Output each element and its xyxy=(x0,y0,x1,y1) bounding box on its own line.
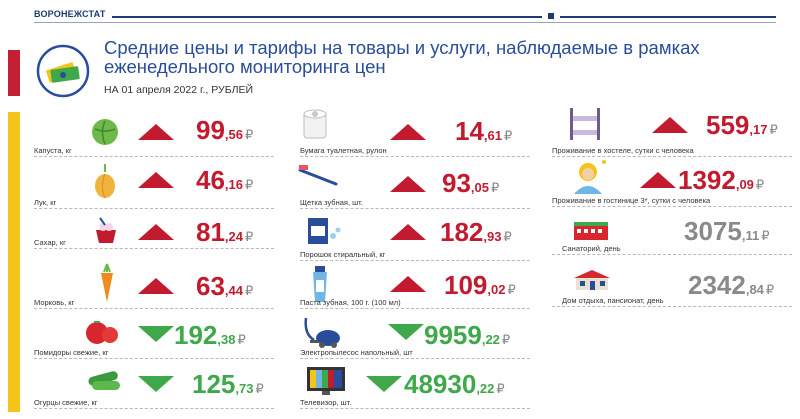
price-value: 48930,22 ₽ xyxy=(404,369,505,399)
item-label: Щетка зубная, шт. xyxy=(300,198,363,207)
carrot-icon xyxy=(101,263,113,302)
price-value: 9959,22 ₽ xyxy=(424,320,511,350)
row-divider xyxy=(34,156,274,157)
item-label: Лук, кг xyxy=(34,198,57,207)
item-label: Проживание в хостеле, сутки с человека xyxy=(552,146,694,155)
onion-icon xyxy=(95,164,115,199)
price-value: 3075,11 ₽ xyxy=(684,216,770,246)
row-divider xyxy=(34,248,274,249)
tv-icon xyxy=(307,367,345,395)
cabbage-icon xyxy=(92,119,118,145)
item-label: Санаторий, день xyxy=(562,244,621,253)
resort-icon xyxy=(574,270,610,290)
trend-up-icon xyxy=(640,172,676,188)
page-subtitle: НА 01 апреля 2022 г., РУБЛЕЙ xyxy=(104,84,254,96)
row-divider xyxy=(34,308,274,309)
sanatorium-icon xyxy=(574,222,608,240)
toothbrush-icon xyxy=(298,165,338,186)
item-label: Телевизор, шт. xyxy=(300,398,352,407)
trend-down-icon xyxy=(138,326,174,342)
header-rule-right xyxy=(560,16,776,18)
toothpaste-icon xyxy=(313,266,327,302)
price-value: 182,93 ₽ xyxy=(440,217,512,247)
row-divider xyxy=(552,206,792,207)
trend-up-icon xyxy=(138,172,174,188)
price-value: 81,24 ₽ xyxy=(196,217,254,247)
row-divider xyxy=(552,156,792,157)
washing-powder-icon xyxy=(308,218,341,244)
item-label: Огурцы свежие, кг xyxy=(34,398,98,407)
row-divider xyxy=(300,156,530,157)
price-value: 46,16 ₽ xyxy=(196,165,254,195)
trend-up-icon xyxy=(390,176,426,192)
item-label: Порошок стиральный, кг xyxy=(300,250,386,259)
vacuum-icon xyxy=(304,317,340,348)
price-value: 99,56 ₽ xyxy=(196,115,254,145)
trend-up-icon xyxy=(390,124,426,140)
row-divider xyxy=(34,208,274,209)
trend-up-icon xyxy=(138,224,174,240)
hotel-guest-icon xyxy=(574,160,606,194)
row-divider xyxy=(300,408,530,409)
price-value: 192,38 ₽ xyxy=(174,320,246,350)
bunk-bed-icon xyxy=(570,108,600,140)
item-label: Сахар, кг xyxy=(34,238,66,247)
trend-down-icon xyxy=(366,376,402,392)
accent-bar-yellow xyxy=(8,112,20,412)
item-label: Морковь, кг xyxy=(34,298,75,307)
price-value: 14,61 ₽ xyxy=(455,116,513,146)
row-divider xyxy=(34,408,274,409)
row-divider xyxy=(552,306,792,307)
trend-down-icon xyxy=(138,376,174,392)
header-rule-marker xyxy=(548,13,554,19)
tomato-icon xyxy=(86,321,118,344)
trend-up-icon xyxy=(138,124,174,140)
row-divider xyxy=(300,208,530,209)
row-divider xyxy=(300,358,530,359)
item-label: Помидоры свежие, кг xyxy=(34,348,109,357)
item-label: Электропылесос напольный, шт xyxy=(300,348,413,357)
item-label: Бумага туалетная, рулон xyxy=(300,146,387,155)
price-value: 93,05 ₽ xyxy=(442,168,500,198)
row-divider xyxy=(300,260,530,261)
money-logo-icon xyxy=(36,44,90,98)
price-value: 559,17 ₽ xyxy=(706,110,778,140)
item-label: Дом отдыха, пансионат, день xyxy=(562,296,664,305)
price-value: 109,02 ₽ xyxy=(444,270,516,300)
page-title: Средние цены и тарифы на товары и услуги… xyxy=(104,37,700,77)
price-value: 125,73 ₽ xyxy=(192,369,264,399)
price-value: 2342,84 ₽ xyxy=(688,270,775,300)
cucumber-icon xyxy=(88,371,120,390)
row-divider xyxy=(300,308,530,309)
row-divider xyxy=(34,358,274,359)
price-value: 63,44 ₽ xyxy=(196,271,254,301)
trend-up-icon xyxy=(390,276,426,292)
trend-down-icon xyxy=(388,324,424,340)
sugar-icon xyxy=(96,217,116,243)
toilet-paper-icon xyxy=(303,109,327,139)
trend-up-icon xyxy=(390,224,426,240)
accent-bar-red xyxy=(8,50,20,96)
item-label: Проживание в гостинице 3*, сутки с челов… xyxy=(552,196,711,205)
trend-up-icon xyxy=(652,117,688,133)
item-label: Капуста, кг xyxy=(34,146,72,155)
header-rule xyxy=(112,16,542,18)
row-divider xyxy=(552,254,792,255)
price-value: 1392,09 ₽ xyxy=(678,165,765,195)
trend-up-icon xyxy=(138,278,174,294)
header-rule-thin xyxy=(34,22,776,23)
brand-name: ВОРОНЕЖСТАТ xyxy=(34,9,106,19)
item-label: Паста зубная, 100 г. (100 мл) xyxy=(300,298,401,307)
